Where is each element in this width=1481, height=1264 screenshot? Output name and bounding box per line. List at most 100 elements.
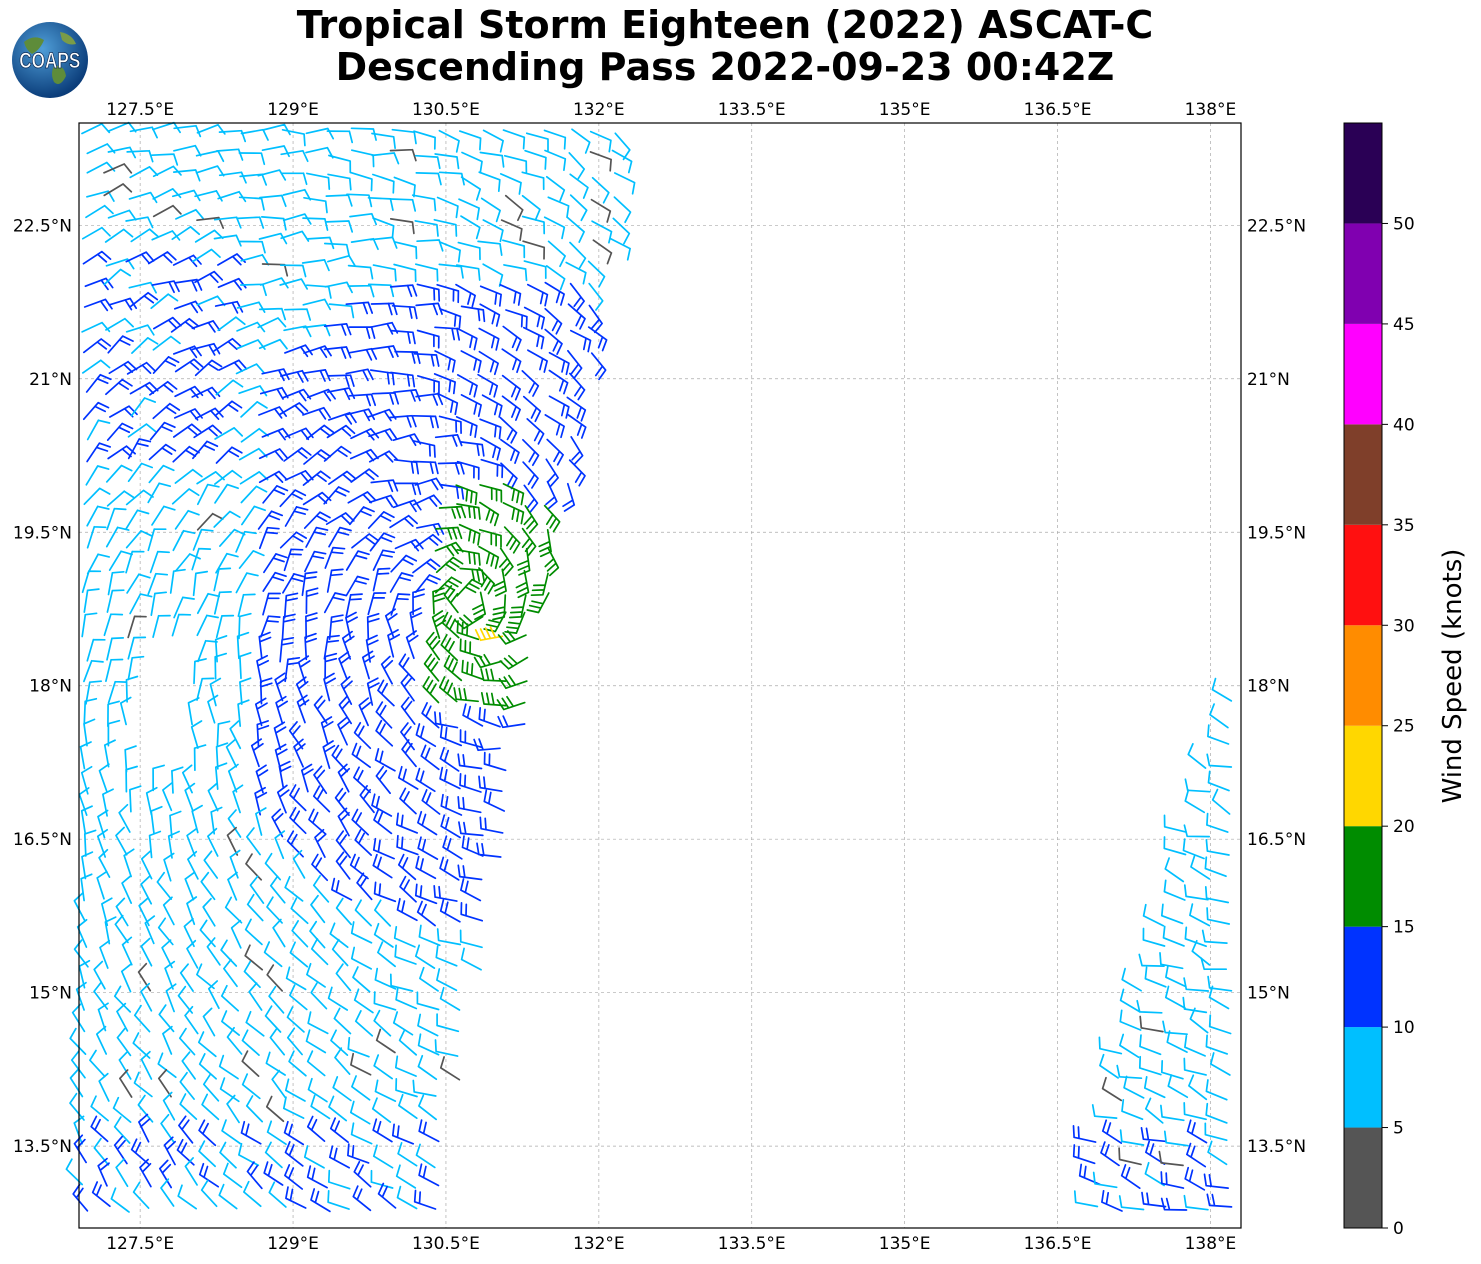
wind-barb	[151, 230, 181, 241]
wind-barb	[405, 630, 419, 660]
wind-barb	[150, 153, 179, 166]
wind-barb	[389, 514, 418, 529]
wind-barb	[280, 230, 310, 242]
wind-barb	[323, 445, 352, 462]
wind-barb	[83, 659, 104, 683]
wind-barb	[264, 1005, 282, 1033]
wind-barb	[97, 809, 109, 839]
wind-barb	[503, 154, 528, 174]
wind-barb	[335, 851, 351, 880]
wind-barb	[263, 941, 283, 968]
wind-barb	[334, 787, 350, 817]
wind-barb	[327, 1189, 350, 1210]
wind-barb	[456, 460, 480, 480]
wind-barb	[590, 352, 607, 381]
colorbar-segment	[1344, 323, 1382, 425]
wind-barb	[258, 448, 288, 461]
wind-barb	[350, 921, 373, 944]
wind-barb	[221, 1119, 241, 1145]
wind-barb	[397, 765, 419, 790]
wind-barb	[196, 614, 219, 637]
wind-barb	[129, 785, 142, 813]
wind-barb	[295, 676, 309, 706]
wind-barb	[86, 638, 106, 662]
wind-barb	[259, 194, 287, 208]
wind-barb	[587, 260, 606, 288]
wind-barb	[392, 433, 422, 447]
colorbar: 0 5 10 15 20 25 30 35 40 45 50	[1343, 122, 1415, 1239]
wind-barb	[454, 614, 484, 630]
wind-barb	[1166, 1030, 1188, 1053]
wind-barb	[474, 626, 504, 642]
wind-barb	[502, 483, 525, 506]
wind-barb	[374, 748, 396, 772]
wind-barb	[258, 406, 288, 419]
wind-barb	[492, 594, 507, 621]
wind-barb	[129, 593, 153, 615]
wind-barb	[478, 775, 503, 793]
wind-barb	[337, 763, 351, 793]
wind-barb	[82, 338, 112, 354]
wind-barb	[220, 939, 238, 967]
wind-barb	[371, 1097, 392, 1123]
wind-barb	[439, 856, 460, 881]
wind-barb	[345, 593, 363, 618]
wind-barb	[412, 460, 439, 475]
wind-barb	[296, 694, 310, 724]
wind-barb	[289, 806, 307, 835]
wind-barb	[390, 329, 416, 345]
wind-barb	[106, 637, 125, 661]
wind-barb	[1078, 1163, 1101, 1186]
wind-barb	[569, 241, 587, 269]
wind-barb	[197, 639, 218, 663]
wind-barb	[515, 569, 530, 599]
wind-barb	[224, 896, 243, 924]
lon-tick-label: 130.5°E	[412, 100, 480, 120]
wind-barb	[310, 894, 326, 924]
wind-barb	[244, 944, 264, 971]
wind-barb	[389, 284, 418, 298]
wind-barb	[207, 827, 219, 857]
wind-barb	[436, 1013, 460, 1033]
wind-barb	[372, 1118, 393, 1143]
wind-barb	[455, 484, 478, 506]
wind-barb	[102, 788, 114, 817]
wind-barb	[160, 1178, 175, 1207]
wind-barb	[303, 511, 331, 529]
wind-barb	[389, 973, 414, 992]
lat-tick-label: 13.5°N	[1247, 1137, 1306, 1157]
wind-barb	[416, 991, 440, 1011]
wind-barb	[147, 482, 172, 504]
wind-barb	[499, 416, 518, 444]
wind-barb	[438, 415, 462, 435]
wind-barb	[335, 897, 353, 926]
wind-barb	[416, 283, 441, 302]
wind-barb	[216, 720, 231, 747]
wind-barb	[105, 658, 124, 683]
wind-barb	[81, 612, 98, 638]
wind-barb	[415, 302, 443, 316]
wind-barb	[115, 1158, 129, 1188]
wind-barb	[328, 303, 355, 319]
wind-barb	[1204, 886, 1230, 904]
wind-barb	[186, 939, 199, 969]
wind-barb	[82, 250, 112, 265]
wind-barb	[373, 1054, 393, 1080]
wind-barb	[304, 632, 318, 661]
wind-barb	[105, 378, 133, 396]
wind-barb	[478, 528, 502, 548]
wind-barb	[415, 855, 437, 880]
wind-barb	[241, 505, 266, 526]
wind-barb	[391, 1123, 415, 1145]
wind-barb	[105, 464, 133, 483]
wind-barb	[152, 356, 180, 374]
wind-barb	[286, 1006, 305, 1033]
wind-barb	[373, 808, 393, 835]
wind-barb	[1167, 1074, 1189, 1099]
wind-barb	[477, 373, 499, 398]
wind-barb	[479, 151, 505, 168]
wind-barb	[196, 592, 221, 615]
wind-barb	[425, 631, 441, 661]
wind-barb	[334, 1047, 351, 1075]
wind-barb	[172, 423, 202, 438]
